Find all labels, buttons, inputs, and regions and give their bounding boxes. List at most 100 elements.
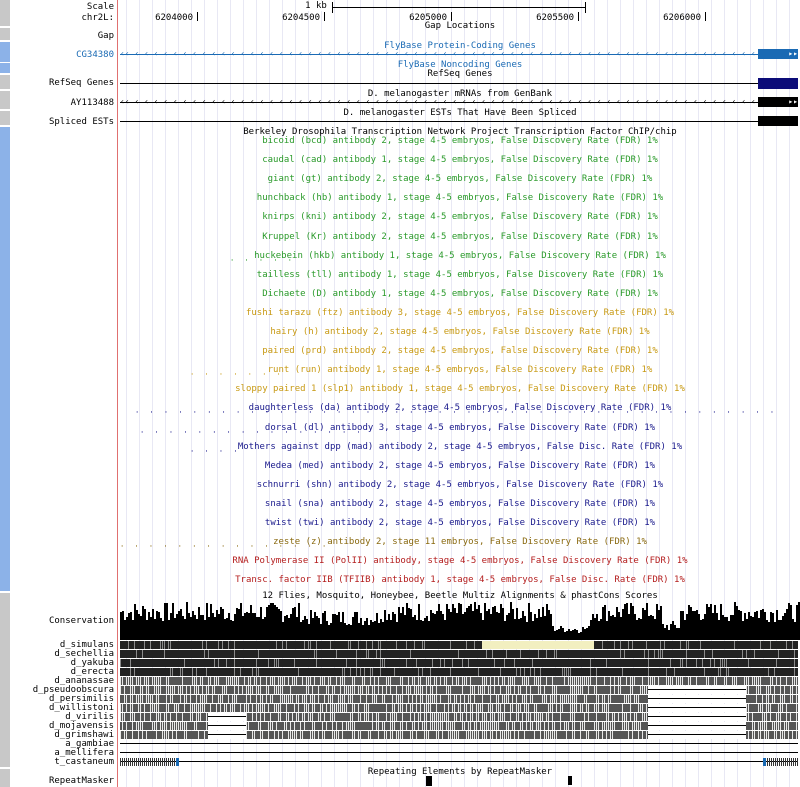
repeat-element[interactable] — [426, 776, 432, 786]
flybase-gene-exon[interactable]: ▸▸ — [758, 49, 798, 59]
chip-track-title[interactable]: hairy (h) antibody 2, stage 4-5 embryos,… — [270, 327, 650, 337]
track-button-spliced-est[interactable] — [0, 111, 10, 125]
conservation-bar — [308, 624, 310, 640]
chip-track-title[interactable]: bicoid (bcd) antibody 2, stage 4-5 embry… — [262, 136, 658, 146]
species-alignment[interactable] — [120, 740, 798, 748]
track-button-flybase-coding[interactable] — [0, 42, 10, 62]
track-button-refseq[interactable] — [0, 75, 10, 89]
species-alignment[interactable] — [120, 704, 798, 712]
conservation-bar — [184, 619, 186, 640]
species-alignment[interactable] — [120, 695, 798, 703]
track-button-mrna[interactable] — [0, 91, 10, 109]
chip-track-title[interactable]: giant (gt) antibody 2, stage 4-5 embryos… — [267, 174, 653, 184]
species-alignment[interactable] — [120, 758, 798, 766]
chip-track-title[interactable]: caudal (cad) antibody 1, stage 4-5 embry… — [262, 155, 658, 165]
chip-track-title[interactable]: zeste (z) antibody 2, stage 11 embryos, … — [273, 537, 647, 547]
conservation-bar — [588, 626, 590, 640]
mrna-line[interactable] — [120, 102, 760, 103]
chip-track-title[interactable]: Mothers against dpp (mad) antibody 2, st… — [237, 442, 683, 452]
conservation-bar — [304, 616, 306, 640]
species-alignment[interactable] — [120, 713, 798, 721]
conservation-bar — [548, 610, 550, 640]
chip-track-title[interactable]: paired (prd) antibody 2, stage 4-5 embry… — [262, 346, 658, 356]
chip-track-title[interactable]: Dichaete (D) antibody 1, stage 4-5 embry… — [262, 289, 658, 299]
conservation-bar — [626, 603, 628, 640]
conservation-bar — [200, 615, 202, 640]
track-button-repeatmasker[interactable] — [0, 769, 10, 787]
mrna-label[interactable]: AY113488 — [70, 98, 114, 108]
species-alignment[interactable] — [120, 731, 798, 739]
conservation-bar — [232, 621, 234, 640]
spliced-est-exon[interactable] — [758, 116, 798, 126]
species-alignment[interactable] — [120, 659, 798, 667]
grid-line — [659, 0, 660, 787]
flybase-gene-line[interactable] — [120, 54, 760, 55]
conservation-bar — [458, 603, 460, 640]
species-label: d_ananassae — [54, 676, 114, 686]
species-alignment[interactable] — [120, 650, 798, 658]
refseq-line[interactable] — [120, 83, 760, 84]
conservation-bar — [132, 620, 134, 640]
conservation-bar — [422, 621, 424, 640]
chip-track-title[interactable]: schnurri (shn) antibody 2, stage 4-5 emb… — [256, 480, 664, 490]
conservation-bar — [266, 607, 268, 640]
conservation-bar — [562, 628, 564, 640]
track-button-bdtnp[interactable] — [0, 127, 10, 591]
species-alignment[interactable] — [120, 641, 798, 649]
chip-track-title[interactable]: tailless (tll) antibody 1, stage 4-5 emb… — [256, 270, 664, 280]
refseq-exon[interactable] — [758, 78, 798, 89]
species-alignment[interactable] — [120, 668, 798, 676]
grid-line — [412, 0, 413, 787]
conservation-bar — [518, 619, 520, 640]
chip-track-title[interactable]: twist (twi) antibody 2, stage 4-5 embryo… — [264, 518, 656, 528]
repeat-element[interactable] — [568, 776, 572, 785]
chip-track-title[interactable]: daughterless (da) antibody 2, stage 4-5 … — [248, 403, 672, 413]
conservation-bar — [348, 624, 350, 640]
species-alignment[interactable] — [120, 686, 798, 694]
chip-track-title[interactable]: Kruppel (Kr) antibody 2, stage 4-5 embry… — [262, 232, 658, 242]
chip-track-title[interactable]: hunchback (hb) antibody 1, stage 4-5 emb… — [256, 193, 664, 203]
chip-track-title[interactable]: snail (sna) antibody 2, stage 4-5 embryo… — [264, 499, 656, 509]
track-button-flybase-noncoding[interactable] — [0, 63, 10, 73]
conservation-bar — [120, 612, 122, 640]
conservation-bar — [204, 620, 206, 640]
chip-track-title[interactable]: huckebein (hkb) antibody 1, stage 4-5 em… — [254, 251, 666, 261]
species-alignment[interactable] — [120, 677, 798, 685]
chip-peak-marks: ' ' ' ' ' ' ' ' ' ' ' ' ' ' ' ' ' ' ' ' … — [140, 430, 370, 438]
conservation-bar — [250, 605, 252, 640]
chip-track-title[interactable]: RNA Polymerase II (PolII) antibody, stag… — [232, 556, 688, 566]
chip-track-title[interactable]: Medea (med) antibody 2, stage 4-5 embryo… — [264, 461, 656, 471]
conservation-bar — [618, 612, 620, 640]
conservation-bar — [320, 624, 322, 640]
conservation-bar — [186, 602, 188, 640]
conservation-bar — [798, 602, 800, 640]
grid-line — [763, 0, 764, 787]
chip-track-title[interactable]: runt (run) antibody 1, stage 4-5 embryos… — [267, 365, 653, 375]
conservation-bar — [424, 618, 426, 640]
species-label: t_castaneum — [54, 757, 114, 767]
conservation-bar — [796, 605, 798, 640]
chip-track-title[interactable]: sloppy paired 1 (slp1) antibody 1, stage… — [235, 384, 685, 394]
chip-track-title[interactable]: dorsal (dl) antibody 3, stage 4-5 embryo… — [264, 423, 656, 433]
conservation-plot[interactable] — [120, 600, 800, 640]
conservation-bar — [606, 621, 608, 640]
conservation-bar — [400, 613, 402, 640]
conservation-bar — [670, 624, 672, 640]
species-alignment[interactable] — [120, 722, 798, 730]
track-button-gap[interactable] — [0, 28, 10, 40]
chip-track-title[interactable]: fushi tarazu (ftz) antibody 3, stage 4-5… — [245, 308, 675, 318]
chip-track-title[interactable]: Transc. factor IIB (TFIIB) antibody 1, s… — [235, 575, 685, 585]
conservation-bar — [658, 610, 660, 640]
spliced-est-line[interactable] — [120, 121, 760, 122]
mrna-exon[interactable]: ▸▸ — [758, 97, 798, 107]
grid-line — [334, 0, 335, 787]
flybase-gene-label[interactable]: CG34380 — [76, 50, 114, 60]
conservation-bar — [526, 622, 528, 640]
conservation-bar — [252, 613, 254, 640]
browser-image[interactable] — [118, 0, 800, 787]
track-button-ruler[interactable] — [0, 0, 10, 26]
chip-track-title[interactable]: knirps (kni) antibody 2, stage 4-5 embry… — [262, 212, 658, 222]
track-button-conservation[interactable] — [0, 593, 10, 767]
species-alignment[interactable] — [120, 749, 798, 757]
gap-title: Gap Locations — [424, 21, 496, 31]
